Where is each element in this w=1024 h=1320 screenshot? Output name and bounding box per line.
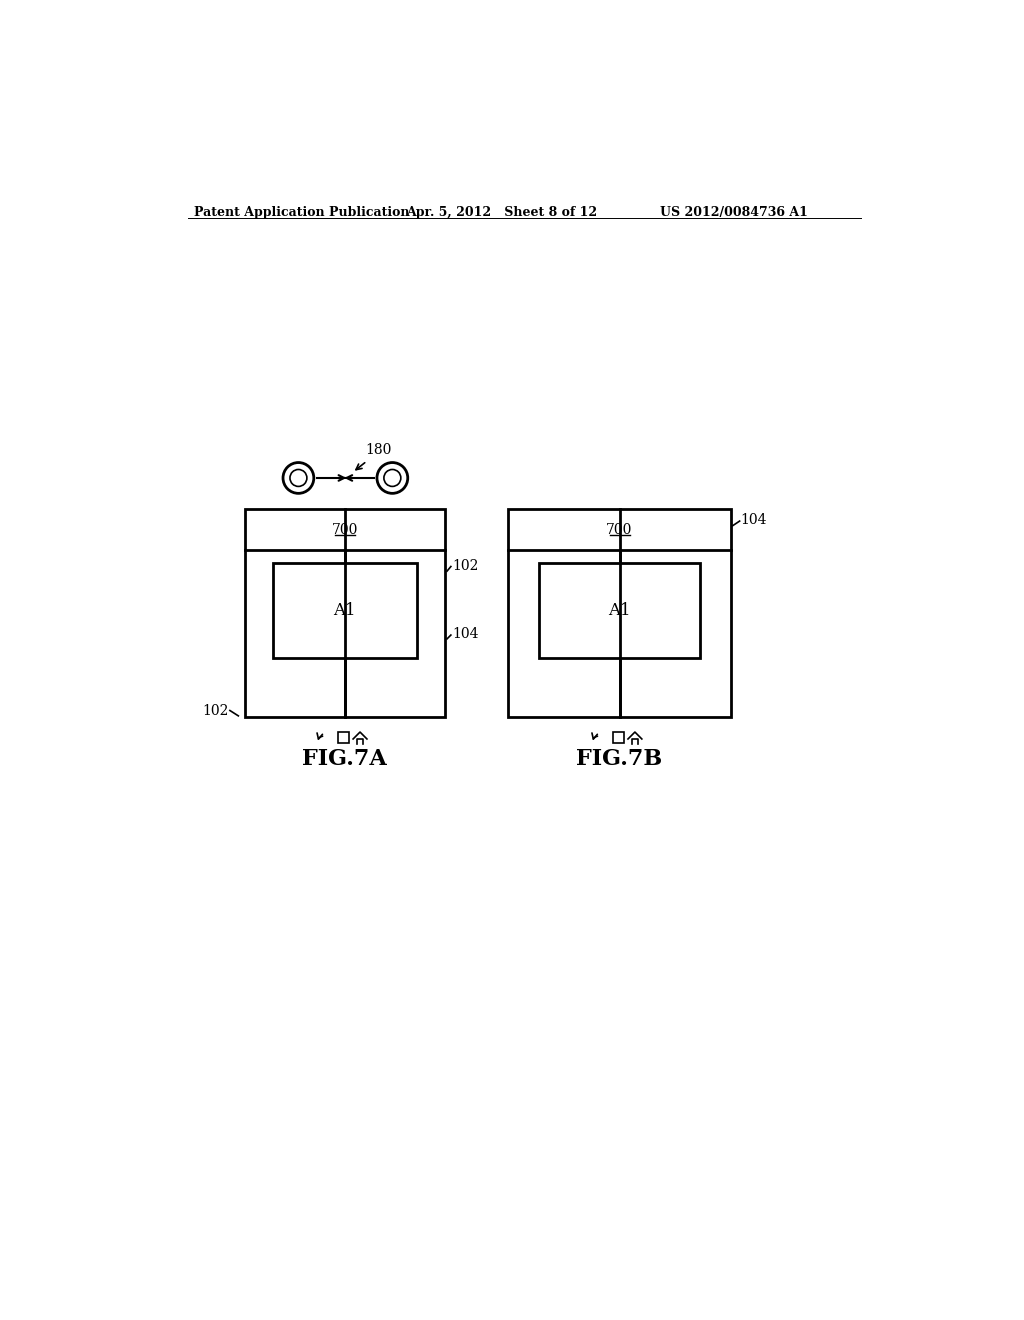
Bar bbox=[339, 733, 349, 743]
Text: A1: A1 bbox=[608, 602, 631, 619]
Text: 700: 700 bbox=[606, 523, 633, 536]
Text: FIG.7B: FIG.7B bbox=[577, 748, 663, 770]
Text: 104: 104 bbox=[453, 627, 479, 642]
Text: FIG.7A: FIG.7A bbox=[302, 748, 387, 770]
Text: 180: 180 bbox=[366, 444, 392, 457]
Text: Patent Application Publication: Patent Application Publication bbox=[194, 206, 410, 219]
Text: 102: 102 bbox=[453, 560, 479, 573]
Bar bbox=[613, 733, 625, 743]
Text: 102: 102 bbox=[203, 705, 229, 718]
Text: A1: A1 bbox=[333, 602, 356, 619]
Text: US 2012/0084736 A1: US 2012/0084736 A1 bbox=[660, 206, 808, 219]
Text: Apr. 5, 2012   Sheet 8 of 12: Apr. 5, 2012 Sheet 8 of 12 bbox=[407, 206, 597, 219]
Text: 700: 700 bbox=[332, 523, 357, 536]
Text: 104: 104 bbox=[740, 513, 767, 527]
